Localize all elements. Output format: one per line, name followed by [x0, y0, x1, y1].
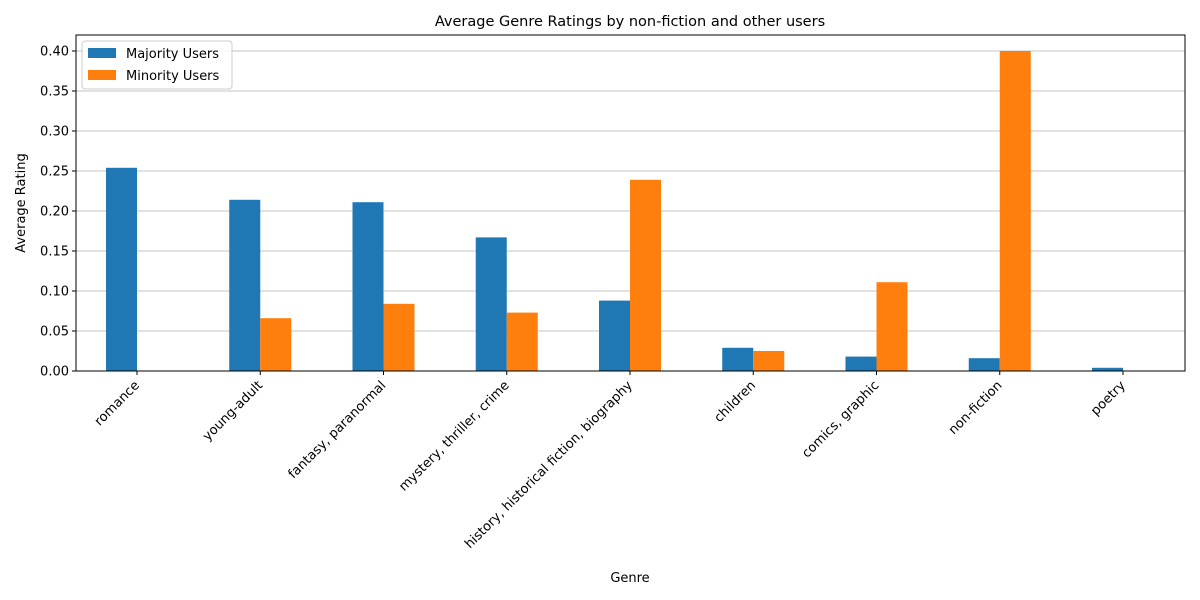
bar-minority-3 [506, 312, 538, 371]
y-tick-label: 0.35 [40, 85, 69, 100]
bar-minority-6 [876, 282, 908, 371]
y-tick-label: 0.25 [40, 165, 69, 180]
legend: Majority Users Minority Users [81, 40, 233, 90]
y-tick-label: 0.00 [40, 365, 69, 380]
y-tick-label: 0.10 [40, 285, 69, 300]
bar-majority-4 [599, 300, 630, 371]
bar-majority-5 [722, 347, 754, 371]
legend-swatch-majority [88, 48, 116, 58]
y-tick-label: 0.20 [40, 205, 69, 220]
legend-box [81, 40, 233, 90]
bar-majority-3 [475, 237, 507, 371]
bar-majority-6 [845, 356, 877, 371]
bar-minority-5 [753, 351, 785, 371]
bar-minority-7 [999, 51, 1031, 371]
bar-majority-7 [968, 358, 1000, 371]
legend-label-majority: Majority Users [126, 47, 219, 62]
bar-minority-4 [630, 179, 661, 371]
bar-majority-2 [352, 202, 384, 371]
bar-majority-0 [106, 167, 137, 371]
y-tick-label: 0.40 [40, 45, 69, 60]
bar-majority-8 [1092, 367, 1123, 371]
legend-label-minority: Minority Users [126, 69, 220, 84]
bar-majority-1 [229, 199, 261, 371]
y-tick-label: 0.15 [40, 245, 69, 260]
bars [106, 51, 1123, 371]
bar-minority-1 [260, 318, 292, 371]
legend-swatch-minority [88, 70, 116, 80]
y-tick-label: 0.30 [40, 125, 69, 140]
bar-minority-2 [383, 303, 415, 371]
chart-title: Average Genre Ratings by non-fiction and… [435, 14, 825, 30]
y-tick-label: 0.05 [40, 325, 69, 340]
x-axis-label: Genre [610, 571, 649, 586]
y-axis-ticks: 0.00 0.05 0.10 0.15 0.20 0.25 0.30 0.35 0.40 [40, 45, 76, 380]
y-axis-label: Average Rating [14, 153, 29, 252]
